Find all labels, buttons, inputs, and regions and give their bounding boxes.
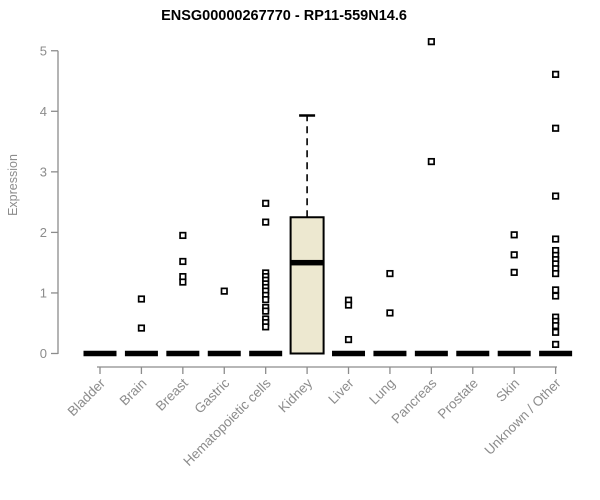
x-category-label: Brain <box>117 376 150 409</box>
y-tick-label: 5 <box>40 43 47 58</box>
x-category-label: Lung <box>366 376 398 408</box>
outlier-point <box>427 38 435 46</box>
y-tick-label: 3 <box>40 164 47 179</box>
outlier-point <box>262 218 270 226</box>
x-category-label: Breast <box>153 375 191 413</box>
median-bar <box>414 350 448 357</box>
x-category-label: Gastric <box>192 375 233 416</box>
outlier-point <box>137 324 146 332</box>
outlier-point <box>386 269 394 278</box>
outlier-point <box>552 192 560 200</box>
chart-title: ENSG00000267770 - RP11-559N14.6 <box>161 8 407 24</box>
median-bar <box>539 350 573 357</box>
outlier-point <box>137 295 146 303</box>
median-bar <box>497 350 531 357</box>
median-bar <box>249 350 283 357</box>
x-category-label: Skin <box>493 376 522 405</box>
median-bar <box>83 350 117 357</box>
median-bar <box>166 350 200 357</box>
x-category-label: Liver <box>325 375 357 407</box>
x-category-label: Prostate <box>435 376 481 422</box>
outlier-point <box>179 231 187 240</box>
outlier-point <box>344 301 353 309</box>
median-bar <box>373 350 407 357</box>
outlier-point <box>344 335 353 344</box>
outlier-point <box>179 257 187 266</box>
outlier-point <box>262 307 270 315</box>
outlier-point <box>552 340 560 349</box>
x-category-label: Kidney <box>275 375 315 415</box>
x-category-label: Pancreas <box>389 375 440 426</box>
outlier-point <box>552 269 560 278</box>
outlier-point <box>552 235 560 243</box>
median-line <box>290 259 324 266</box>
median-bar <box>456 350 490 357</box>
y-tick-label: 0 <box>40 346 47 361</box>
outlier-point <box>510 268 518 276</box>
outlier-point <box>262 323 270 331</box>
y-tick-label: 2 <box>40 225 47 240</box>
outlier-point <box>179 278 187 286</box>
outlier-point <box>510 251 518 259</box>
outlier-point <box>386 309 394 317</box>
outlier-point <box>552 292 560 300</box>
outlier-point <box>510 231 518 239</box>
median-bar <box>207 350 241 357</box>
median-bar <box>332 350 366 357</box>
outlier-point <box>220 287 228 295</box>
median-bar <box>124 350 158 357</box>
outlier-point <box>552 322 560 330</box>
outlier-point <box>262 296 270 304</box>
y-tick-label: 1 <box>40 285 47 300</box>
y-tick-label: 4 <box>40 104 47 119</box>
x-category-label: Bladder <box>65 375 109 419</box>
outlier-point <box>552 328 560 336</box>
outlier-point <box>552 286 560 294</box>
outlier-point <box>552 70 560 78</box>
outlier-point <box>427 157 435 166</box>
outlier-point <box>262 199 270 207</box>
outlier-point <box>552 124 560 132</box>
box <box>289 216 325 355</box>
x-category-label: Unknown / Other <box>482 375 565 458</box>
y-axis-title: Expression <box>6 154 20 216</box>
